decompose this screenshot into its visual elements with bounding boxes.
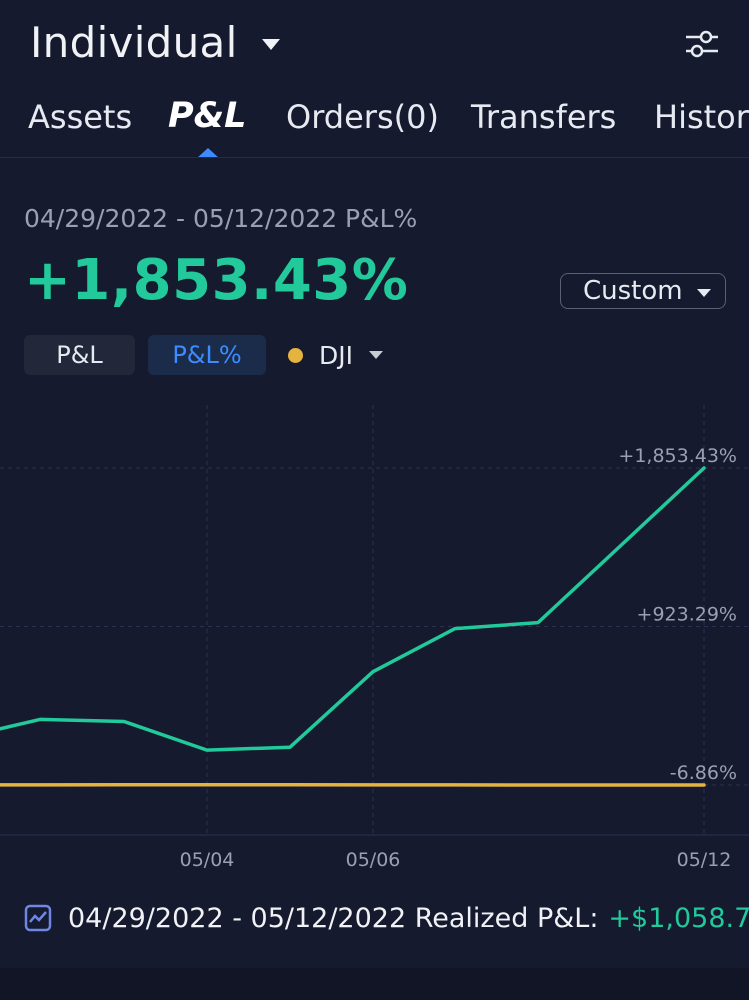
tab-transfers[interactable]: Transfers: [471, 98, 617, 136]
account-selector[interactable]: Individual: [30, 18, 280, 67]
pl-series-line: [0, 466, 706, 752]
tab-pl[interactable]: P&L: [168, 96, 247, 136]
chevron-down-icon: [697, 289, 711, 297]
pl-toggle-button[interactable]: P&L: [24, 335, 135, 375]
chart-svg: +1,853.43% +923.29% -6.86% 05/04 05/06 05/12: [0, 405, 749, 871]
y-tick-label: -6.86%: [670, 762, 737, 784]
account-name: Individual: [30, 18, 238, 67]
chart-icon: [24, 904, 52, 932]
realized-pl-value: +$1,058.7: [608, 902, 749, 934]
divider: [0, 157, 749, 158]
benchmark-dot-icon: [288, 347, 303, 363]
range-dropdown[interactable]: Custom: [560, 273, 726, 309]
tab-orders[interactable]: Orders(0): [286, 98, 439, 136]
benchmark-selector[interactable]: DJI: [288, 335, 383, 375]
realized-pl-row[interactable]: 04/29/2022 - 05/12/2022 Realized P&L: +$…: [24, 898, 749, 938]
filter-settings-icon[interactable]: [684, 28, 720, 60]
y-tick-label: +1,853.43%: [618, 445, 737, 467]
benchmark-label: DJI: [319, 340, 353, 370]
range-label: Custom: [583, 276, 683, 306]
pl-percent-value: +1,853.43%: [24, 248, 409, 313]
tab-assets[interactable]: Assets: [28, 98, 133, 136]
caret-down-icon: [261, 39, 280, 50]
x-tick-label: 05/12: [677, 849, 732, 871]
tab-bar: Assets P&L Orders(0) Transfers History: [0, 92, 749, 158]
bottom-bar: [0, 968, 749, 1000]
x-tick-label: 05/04: [180, 849, 235, 871]
header: Individual: [0, 0, 749, 90]
pl-chart[interactable]: +1,853.43% +923.29% -6.86% 05/04 05/06 05/12: [0, 400, 749, 890]
y-tick-label: +923.29%: [637, 604, 737, 626]
active-tab-indicator: [196, 148, 220, 158]
period-label: 04/29/2022 - 05/12/2022 P&L%: [24, 204, 418, 233]
x-tick-label: 05/06: [346, 849, 401, 871]
pl-percent-toggle-button[interactable]: P&L%: [148, 335, 266, 375]
realized-pl-label: 04/29/2022 - 05/12/2022 Realized P&L:: [68, 902, 599, 934]
caret-down-icon: [369, 351, 383, 359]
tab-history[interactable]: History: [654, 98, 749, 136]
